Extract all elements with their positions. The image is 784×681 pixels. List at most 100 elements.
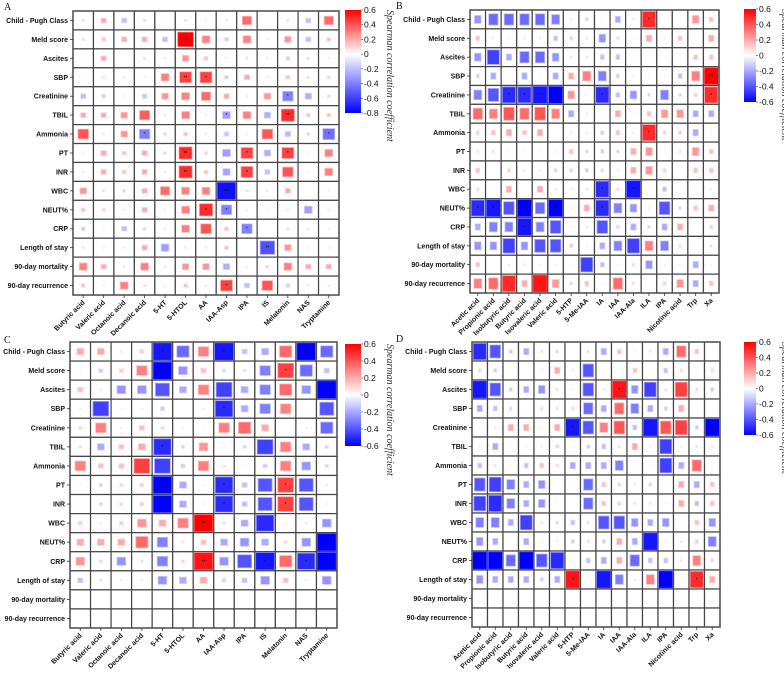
correlation-square bbox=[569, 225, 573, 229]
correlation-square bbox=[585, 187, 589, 191]
correlation-square bbox=[474, 15, 482, 24]
correlation-square bbox=[647, 404, 654, 413]
correlation-square bbox=[554, 366, 561, 375]
correlation-square bbox=[539, 577, 544, 582]
correlation-square bbox=[693, 54, 699, 60]
correlation-square bbox=[505, 53, 512, 61]
colorbar-tick-label: 0.4 bbox=[759, 353, 771, 363]
correlation-square bbox=[678, 55, 682, 59]
colorbar bbox=[744, 342, 756, 435]
correlation-square bbox=[78, 407, 82, 411]
correlation-square bbox=[478, 368, 482, 373]
row-label: CRP bbox=[50, 559, 65, 566]
correlation-square bbox=[265, 227, 269, 231]
correlation-square bbox=[242, 444, 247, 449]
correlation-square bbox=[99, 578, 103, 583]
correlation-square bbox=[632, 55, 635, 59]
heatmap-cell bbox=[517, 607, 535, 628]
row-label: WBC bbox=[51, 188, 68, 195]
correlation-square bbox=[265, 75, 269, 79]
correlation-square bbox=[77, 577, 84, 584]
correlation-square bbox=[263, 149, 272, 157]
correlation-square bbox=[601, 539, 606, 544]
correlation-square bbox=[222, 521, 226, 525]
correlation-square bbox=[100, 55, 107, 62]
correlation-square bbox=[695, 387, 699, 392]
correlation-square bbox=[501, 275, 516, 293]
colorbar-tick-label: 0.4 bbox=[759, 20, 771, 30]
correlation-square bbox=[80, 207, 86, 213]
colorbar-tick-label: 0.2 bbox=[364, 373, 376, 383]
column-label: AA bbox=[195, 632, 207, 644]
correlation-square bbox=[506, 479, 516, 490]
correlation-square bbox=[617, 501, 622, 506]
correlation-square bbox=[259, 365, 271, 376]
correlation-square bbox=[709, 187, 713, 191]
colorbar-tick-label: 0.6 bbox=[364, 5, 376, 15]
correlation-square bbox=[156, 536, 169, 548]
correlation-square bbox=[585, 461, 592, 470]
column-label: 5-HT bbox=[153, 299, 169, 315]
correlation-square bbox=[141, 93, 148, 99]
correlation-square bbox=[180, 444, 186, 449]
correlation-square bbox=[475, 73, 480, 79]
correlation-square bbox=[516, 199, 533, 218]
correlation-square bbox=[709, 131, 713, 135]
correlation-square bbox=[709, 224, 714, 230]
correlation-square bbox=[554, 131, 557, 135]
correlation-square bbox=[285, 56, 291, 61]
correlation-square bbox=[142, 18, 147, 23]
correlation-square bbox=[80, 112, 87, 118]
correlation-square bbox=[598, 515, 610, 530]
significance-star: ** bbox=[554, 206, 558, 212]
heatmap-cell bbox=[131, 608, 153, 629]
correlation-square bbox=[101, 75, 106, 79]
correlation-square bbox=[284, 188, 291, 194]
correlation-square bbox=[505, 129, 512, 137]
correlation-square bbox=[613, 202, 623, 214]
correlation-square bbox=[569, 187, 573, 191]
correlation-square bbox=[580, 257, 594, 273]
correlation-square bbox=[476, 149, 480, 154]
correlation-square bbox=[102, 227, 106, 231]
correlation-square bbox=[506, 168, 511, 173]
heatmap-cell bbox=[486, 588, 504, 609]
row-label: Creatinine bbox=[433, 425, 467, 432]
correlation-square bbox=[316, 533, 337, 552]
correlation-square bbox=[183, 131, 188, 137]
significance-star: * bbox=[601, 187, 603, 193]
correlation-square bbox=[80, 93, 87, 100]
correlation-square bbox=[615, 129, 621, 136]
heatmap-cell bbox=[687, 235, 705, 256]
correlation-square bbox=[325, 502, 329, 506]
correlation-square bbox=[645, 34, 653, 42]
correlation-square bbox=[507, 518, 514, 527]
correlation-square bbox=[709, 244, 713, 248]
heatmap-cell bbox=[89, 608, 112, 629]
row-label: INR bbox=[56, 169, 68, 176]
correlation-square bbox=[261, 424, 270, 432]
correlation-square bbox=[119, 426, 123, 430]
correlation-square bbox=[222, 168, 231, 176]
correlation-square bbox=[224, 37, 229, 42]
correlation-square bbox=[664, 540, 668, 543]
row-label: Ammonia bbox=[433, 130, 465, 137]
correlation-square bbox=[474, 223, 481, 231]
correlation-square bbox=[97, 463, 104, 469]
correlation-square bbox=[644, 240, 654, 252]
colorbar-label: Spearman correlation coefficient bbox=[384, 344, 395, 476]
correlation-square bbox=[492, 575, 499, 584]
correlation-square bbox=[163, 208, 167, 212]
correlation-square bbox=[553, 35, 558, 42]
correlation-square bbox=[81, 151, 85, 155]
correlation-square bbox=[595, 199, 610, 217]
correlation-square bbox=[536, 185, 544, 193]
correlation-square bbox=[612, 277, 623, 290]
correlation-square bbox=[616, 348, 622, 355]
heatmap-cell bbox=[151, 608, 174, 629]
correlation-square bbox=[633, 482, 637, 487]
correlation-square bbox=[197, 346, 210, 357]
correlation-square bbox=[569, 263, 573, 267]
colorbar-label: Spearman correlation coefficient bbox=[779, 9, 784, 141]
